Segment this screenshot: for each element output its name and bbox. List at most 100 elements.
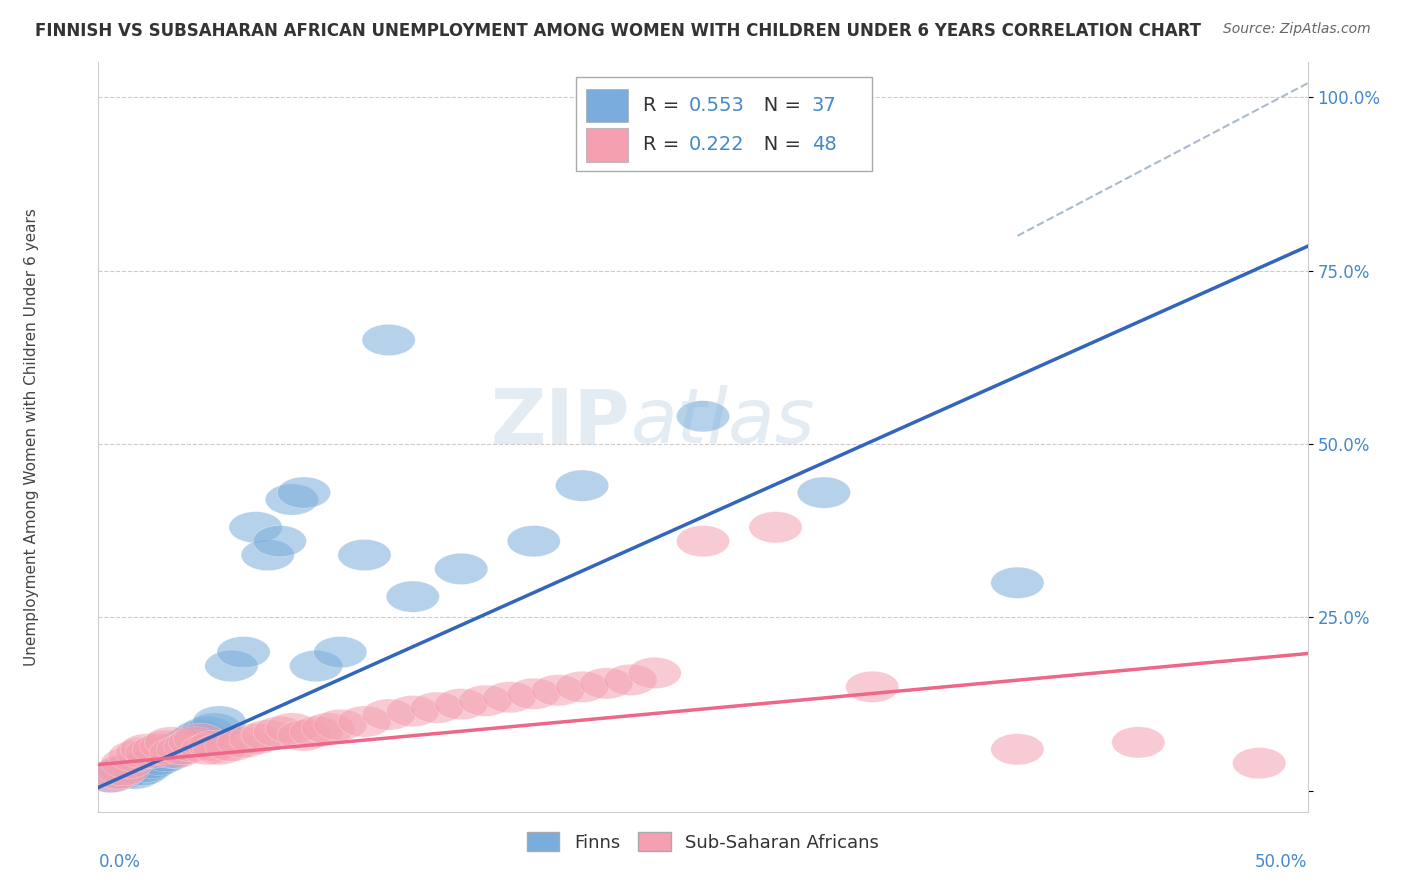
- Ellipse shape: [603, 665, 657, 696]
- Ellipse shape: [115, 755, 169, 786]
- Text: ZIP: ZIP: [491, 385, 630, 459]
- Ellipse shape: [188, 731, 240, 762]
- Text: Unemployment Among Women with Children Under 6 years: Unemployment Among Women with Children U…: [24, 208, 39, 666]
- FancyBboxPatch shape: [576, 78, 872, 171]
- Ellipse shape: [132, 744, 186, 775]
- Ellipse shape: [387, 696, 440, 727]
- Ellipse shape: [266, 483, 319, 516]
- Ellipse shape: [1233, 747, 1286, 779]
- Ellipse shape: [555, 470, 609, 501]
- Ellipse shape: [411, 692, 464, 723]
- Ellipse shape: [290, 650, 343, 681]
- Ellipse shape: [508, 525, 561, 557]
- Ellipse shape: [169, 723, 222, 755]
- Text: FINNISH VS SUBSAHARAN AFRICAN UNEMPLOYMENT AMONG WOMEN WITH CHILDREN UNDER 6 YEA: FINNISH VS SUBSAHARAN AFRICAN UNEMPLOYME…: [35, 22, 1201, 40]
- FancyBboxPatch shape: [586, 88, 628, 122]
- Text: 0.222: 0.222: [689, 136, 744, 154]
- Ellipse shape: [108, 758, 162, 789]
- Text: atlas: atlas: [630, 385, 815, 459]
- Ellipse shape: [253, 716, 307, 747]
- Ellipse shape: [361, 325, 415, 356]
- Ellipse shape: [84, 762, 138, 793]
- Ellipse shape: [84, 762, 138, 793]
- Ellipse shape: [531, 674, 585, 706]
- Text: 48: 48: [811, 136, 837, 154]
- Ellipse shape: [173, 723, 226, 755]
- Ellipse shape: [145, 737, 198, 768]
- Ellipse shape: [797, 477, 851, 508]
- Ellipse shape: [169, 727, 222, 758]
- Ellipse shape: [193, 706, 246, 737]
- Ellipse shape: [458, 685, 512, 716]
- Ellipse shape: [156, 733, 209, 765]
- Ellipse shape: [132, 733, 186, 765]
- Ellipse shape: [163, 731, 217, 762]
- Ellipse shape: [991, 733, 1045, 765]
- Ellipse shape: [96, 755, 149, 786]
- Ellipse shape: [180, 733, 233, 765]
- Ellipse shape: [120, 733, 173, 765]
- Text: 0.553: 0.553: [689, 95, 744, 115]
- Ellipse shape: [193, 733, 246, 765]
- Ellipse shape: [277, 720, 330, 751]
- Ellipse shape: [108, 740, 162, 772]
- Ellipse shape: [120, 751, 173, 782]
- Ellipse shape: [205, 731, 259, 762]
- Ellipse shape: [845, 672, 898, 703]
- Ellipse shape: [676, 401, 730, 432]
- Ellipse shape: [173, 720, 226, 751]
- Ellipse shape: [387, 581, 440, 612]
- Ellipse shape: [579, 668, 633, 699]
- Ellipse shape: [115, 737, 169, 768]
- Ellipse shape: [217, 727, 270, 758]
- Ellipse shape: [240, 720, 294, 751]
- Ellipse shape: [290, 716, 343, 747]
- Ellipse shape: [337, 540, 391, 571]
- Ellipse shape: [149, 733, 202, 765]
- Ellipse shape: [277, 477, 330, 508]
- Ellipse shape: [180, 716, 233, 747]
- Ellipse shape: [240, 540, 294, 571]
- Ellipse shape: [434, 553, 488, 584]
- Text: Source: ZipAtlas.com: Source: ZipAtlas.com: [1223, 22, 1371, 37]
- Ellipse shape: [125, 737, 179, 768]
- Ellipse shape: [96, 758, 149, 789]
- Ellipse shape: [156, 731, 209, 762]
- Ellipse shape: [139, 740, 193, 772]
- Ellipse shape: [361, 699, 415, 731]
- Ellipse shape: [991, 567, 1045, 599]
- Ellipse shape: [188, 713, 240, 744]
- Ellipse shape: [434, 689, 488, 720]
- Ellipse shape: [101, 747, 155, 779]
- Text: N =: N =: [745, 136, 807, 154]
- Text: 50.0%: 50.0%: [1256, 853, 1308, 871]
- Text: R =: R =: [643, 95, 685, 115]
- Ellipse shape: [1112, 727, 1166, 758]
- Ellipse shape: [253, 525, 307, 557]
- Ellipse shape: [91, 758, 145, 789]
- Ellipse shape: [266, 713, 319, 744]
- Ellipse shape: [229, 512, 283, 543]
- Text: 0.0%: 0.0%: [98, 853, 141, 871]
- Ellipse shape: [314, 709, 367, 740]
- Ellipse shape: [555, 672, 609, 703]
- Ellipse shape: [628, 657, 682, 689]
- Ellipse shape: [229, 723, 283, 755]
- Ellipse shape: [145, 727, 198, 758]
- Ellipse shape: [676, 525, 730, 557]
- Text: N =: N =: [745, 95, 807, 115]
- Ellipse shape: [163, 727, 217, 758]
- Ellipse shape: [149, 737, 202, 768]
- Text: R =: R =: [643, 136, 685, 154]
- Text: 37: 37: [811, 95, 837, 115]
- Ellipse shape: [314, 637, 367, 668]
- Ellipse shape: [217, 637, 270, 668]
- Ellipse shape: [139, 731, 193, 762]
- Ellipse shape: [205, 650, 259, 681]
- Legend: Finns, Sub-Saharan Africans: Finns, Sub-Saharan Africans: [520, 825, 886, 859]
- Ellipse shape: [482, 681, 536, 713]
- Ellipse shape: [125, 747, 179, 779]
- FancyBboxPatch shape: [586, 128, 628, 162]
- Ellipse shape: [749, 512, 803, 543]
- Ellipse shape: [301, 713, 354, 744]
